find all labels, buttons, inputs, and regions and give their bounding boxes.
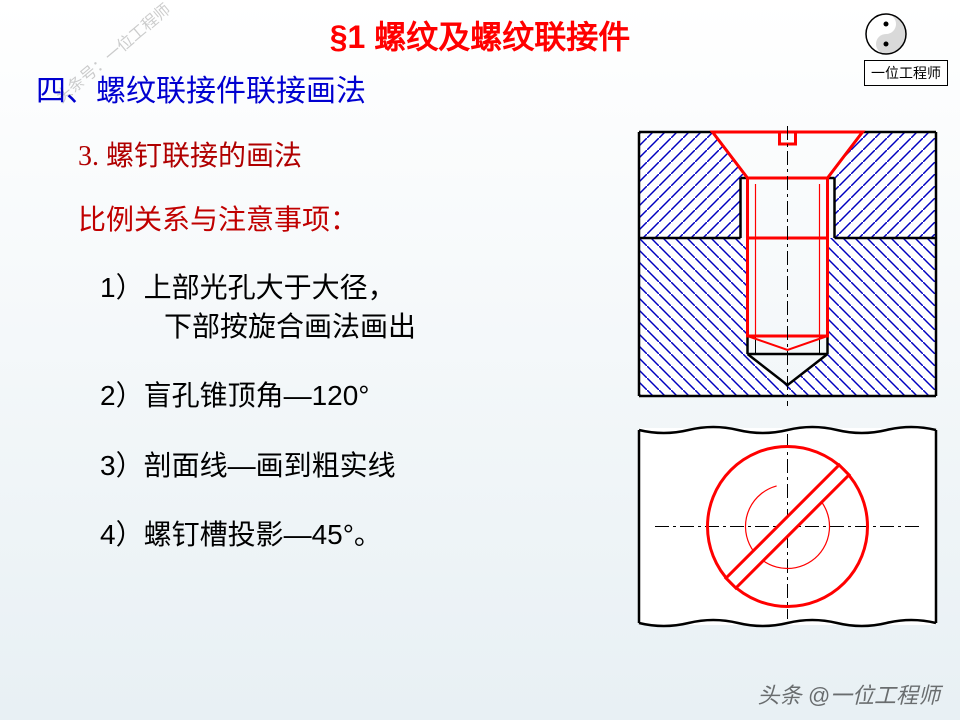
author-badge: 一位工程师 bbox=[864, 60, 948, 86]
author-logo: 一位工程师 bbox=[864, 12, 948, 86]
screw-top-view bbox=[635, 424, 940, 629]
screw-sectional-view bbox=[635, 126, 940, 406]
point-1-line1: 1）上部光孔大于大径， bbox=[100, 272, 396, 303]
point-1-line2: 下部按旋合画法画出 bbox=[164, 311, 416, 342]
section-subtitle: 四、螺纹联接件联接画法 bbox=[36, 66, 960, 110]
watermark-footer: 头条 @一位工程师 bbox=[758, 678, 940, 710]
yinyang-icon bbox=[864, 12, 908, 56]
diagram-container bbox=[635, 126, 940, 629]
